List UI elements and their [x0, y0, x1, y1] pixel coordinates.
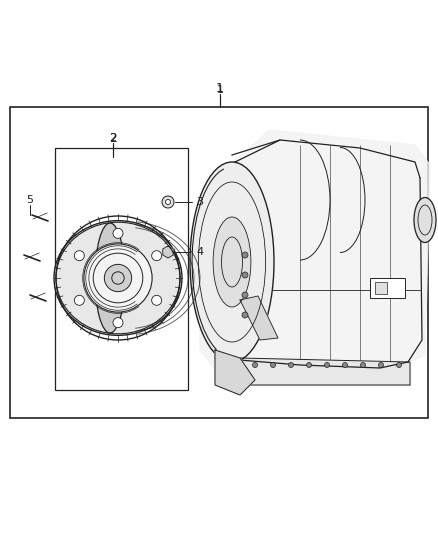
Circle shape: [396, 362, 402, 367]
Circle shape: [325, 362, 329, 367]
Text: 2: 2: [109, 132, 117, 144]
Circle shape: [289, 362, 293, 367]
Polygon shape: [200, 130, 430, 375]
Polygon shape: [215, 350, 255, 395]
Circle shape: [343, 362, 347, 367]
Circle shape: [307, 362, 311, 367]
Circle shape: [242, 272, 248, 278]
Circle shape: [113, 228, 123, 238]
Circle shape: [252, 362, 258, 367]
Ellipse shape: [95, 223, 125, 333]
Polygon shape: [240, 358, 410, 385]
Ellipse shape: [414, 198, 436, 243]
Ellipse shape: [190, 162, 274, 362]
Circle shape: [74, 251, 85, 261]
Bar: [370, 278, 405, 298]
Text: 4: 4: [196, 247, 204, 257]
Circle shape: [104, 264, 132, 292]
Ellipse shape: [54, 221, 182, 335]
Text: 3: 3: [197, 197, 204, 207]
Bar: [375, 282, 387, 294]
Circle shape: [378, 362, 384, 367]
Bar: [10, 107, 428, 418]
Circle shape: [84, 244, 152, 312]
Circle shape: [360, 362, 365, 367]
Circle shape: [242, 312, 248, 318]
Circle shape: [242, 292, 248, 298]
Circle shape: [152, 251, 162, 261]
Text: 2: 2: [110, 133, 117, 143]
Circle shape: [162, 196, 174, 208]
Polygon shape: [163, 246, 173, 258]
Text: 5: 5: [27, 195, 33, 205]
Text: 1: 1: [216, 82, 224, 94]
Ellipse shape: [213, 217, 251, 307]
Circle shape: [166, 199, 170, 205]
Circle shape: [271, 362, 276, 367]
Circle shape: [242, 252, 248, 258]
Circle shape: [74, 295, 85, 305]
Bar: [55, 148, 188, 390]
Circle shape: [113, 318, 123, 328]
Text: 1: 1: [216, 85, 223, 95]
Circle shape: [152, 295, 162, 305]
Polygon shape: [240, 296, 278, 340]
